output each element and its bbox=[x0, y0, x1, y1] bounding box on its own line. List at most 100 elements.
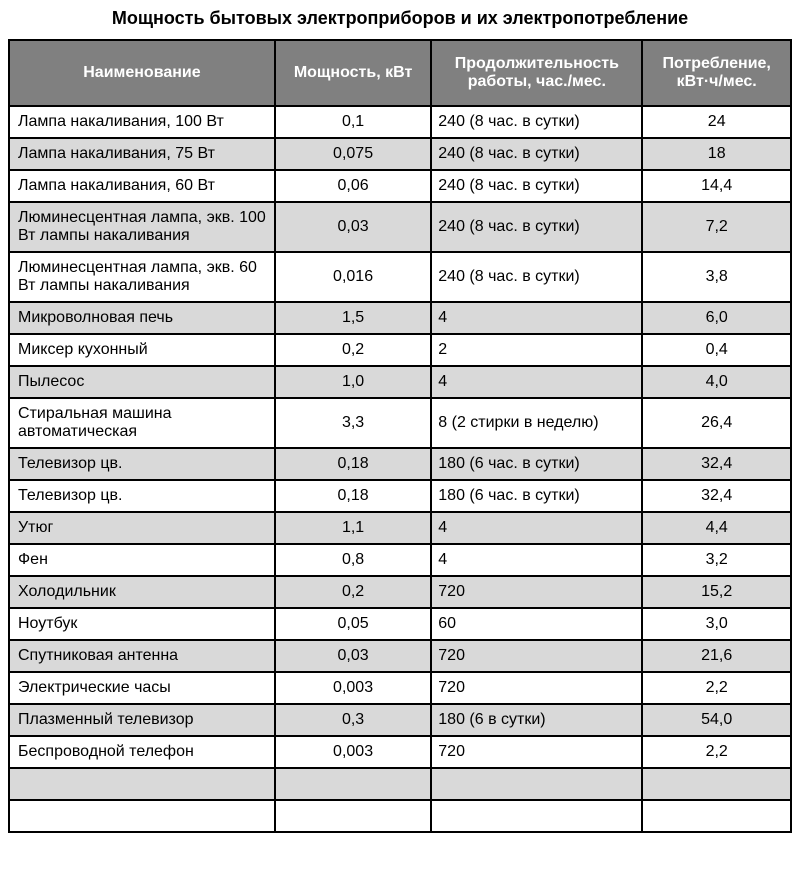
cell-empty bbox=[275, 768, 431, 800]
cell-consumption: 26,4 bbox=[642, 398, 791, 448]
table-row-empty bbox=[9, 768, 791, 800]
table-row: Плазменный телевизор0,3180 (6 в сутки)54… bbox=[9, 704, 791, 736]
cell-name: Холодильник bbox=[9, 576, 275, 608]
table-row: Пылесос1,044,0 bbox=[9, 366, 791, 398]
cell-name: Микроволновая печь bbox=[9, 302, 275, 334]
col-header-consumption: Потребление, кВт·ч/мес. bbox=[642, 40, 791, 106]
table-row: Стиральная машина автоматическая3,38 (2 … bbox=[9, 398, 791, 448]
cell-consumption: 4,4 bbox=[642, 512, 791, 544]
cell-duration: 720 bbox=[431, 640, 642, 672]
cell-empty bbox=[9, 800, 275, 832]
cell-duration: 4 bbox=[431, 512, 642, 544]
cell-power: 0,03 bbox=[275, 202, 431, 252]
cell-power: 1,5 bbox=[275, 302, 431, 334]
cell-name: Фен bbox=[9, 544, 275, 576]
cell-consumption: 15,2 bbox=[642, 576, 791, 608]
cell-power: 0,2 bbox=[275, 576, 431, 608]
cell-consumption: 2,2 bbox=[642, 672, 791, 704]
cell-duration: 180 (6 час. в сутки) bbox=[431, 448, 642, 480]
table-row: Миксер кухонный0,220,4 bbox=[9, 334, 791, 366]
cell-power: 0,016 bbox=[275, 252, 431, 302]
cell-power: 0,2 bbox=[275, 334, 431, 366]
table-row: Электрические часы0,0037202,2 bbox=[9, 672, 791, 704]
table-row: Телевизор цв.0,18180 (6 час. в сутки)32,… bbox=[9, 480, 791, 512]
cell-duration: 720 bbox=[431, 576, 642, 608]
cell-duration: 240 (8 час. в сутки) bbox=[431, 170, 642, 202]
cell-power: 0,3 bbox=[275, 704, 431, 736]
table-row: Лампа накаливания, 100 Вт0,1240 (8 час. … bbox=[9, 106, 791, 138]
cell-consumption: 2,2 bbox=[642, 736, 791, 768]
col-header-name: Наименование bbox=[9, 40, 275, 106]
cell-consumption: 24 bbox=[642, 106, 791, 138]
cell-duration: 8 (2 стирки в неделю) bbox=[431, 398, 642, 448]
cell-name: Плазменный телевизор bbox=[9, 704, 275, 736]
col-header-duration: Продолжительность работы, час./мес. bbox=[431, 40, 642, 106]
cell-power: 0,8 bbox=[275, 544, 431, 576]
cell-duration: 2 bbox=[431, 334, 642, 366]
cell-name: Лампа накаливания, 100 Вт bbox=[9, 106, 275, 138]
table-row: Холодильник0,272015,2 bbox=[9, 576, 791, 608]
cell-consumption: 3,0 bbox=[642, 608, 791, 640]
cell-consumption: 54,0 bbox=[642, 704, 791, 736]
table-row: Люминесцентная лампа, экв. 100 Вт лампы … bbox=[9, 202, 791, 252]
cell-duration: 240 (8 час. в сутки) bbox=[431, 202, 642, 252]
table-header-row: Наименование Мощность, кВт Продолжительн… bbox=[9, 40, 791, 106]
cell-empty bbox=[642, 800, 791, 832]
cell-power: 0,06 bbox=[275, 170, 431, 202]
cell-name: Утюг bbox=[9, 512, 275, 544]
cell-power: 0,18 bbox=[275, 480, 431, 512]
appliance-power-table: Наименование Мощность, кВт Продолжительн… bbox=[8, 39, 792, 833]
cell-name: Спутниковая антенна bbox=[9, 640, 275, 672]
page-title: Мощность бытовых электроприборов и их эл… bbox=[8, 8, 792, 29]
cell-power: 0,1 bbox=[275, 106, 431, 138]
cell-consumption: 0,4 bbox=[642, 334, 791, 366]
cell-power: 0,18 bbox=[275, 448, 431, 480]
cell-duration: 60 bbox=[431, 608, 642, 640]
table-row: Люминесцентная лампа, экв. 60 Вт лампы н… bbox=[9, 252, 791, 302]
cell-power: 3,3 bbox=[275, 398, 431, 448]
table-row: Ноутбук0,05603,0 bbox=[9, 608, 791, 640]
table-row: Фен0,843,2 bbox=[9, 544, 791, 576]
cell-name: Люминесцентная лампа, экв. 60 Вт лампы н… bbox=[9, 252, 275, 302]
table-row: Микроволновая печь1,546,0 bbox=[9, 302, 791, 334]
cell-empty bbox=[642, 768, 791, 800]
table-row: Телевизор цв.0,18180 (6 час. в сутки)32,… bbox=[9, 448, 791, 480]
cell-power: 0,075 bbox=[275, 138, 431, 170]
cell-power: 0,003 bbox=[275, 736, 431, 768]
cell-name: Люминесцентная лампа, экв. 100 Вт лампы … bbox=[9, 202, 275, 252]
cell-consumption: 21,6 bbox=[642, 640, 791, 672]
cell-duration: 180 (6 час. в сутки) bbox=[431, 480, 642, 512]
cell-consumption: 7,2 bbox=[642, 202, 791, 252]
table-row: Утюг1,144,4 bbox=[9, 512, 791, 544]
cell-duration: 4 bbox=[431, 366, 642, 398]
cell-consumption: 3,2 bbox=[642, 544, 791, 576]
cell-duration: 240 (8 час. в сутки) bbox=[431, 138, 642, 170]
table-row: Лампа накаливания, 75 Вт0,075240 (8 час.… bbox=[9, 138, 791, 170]
cell-consumption: 6,0 bbox=[642, 302, 791, 334]
cell-power: 1,0 bbox=[275, 366, 431, 398]
col-header-power: Мощность, кВт bbox=[275, 40, 431, 106]
cell-name: Электрические часы bbox=[9, 672, 275, 704]
cell-name: Ноутбук bbox=[9, 608, 275, 640]
cell-consumption: 3,8 bbox=[642, 252, 791, 302]
cell-duration: 240 (8 час. в сутки) bbox=[431, 106, 642, 138]
cell-empty bbox=[431, 800, 642, 832]
cell-duration: 4 bbox=[431, 302, 642, 334]
cell-name: Телевизор цв. bbox=[9, 448, 275, 480]
cell-empty bbox=[9, 768, 275, 800]
table-row-empty bbox=[9, 800, 791, 832]
cell-duration: 4 bbox=[431, 544, 642, 576]
cell-name: Лампа накаливания, 60 Вт bbox=[9, 170, 275, 202]
table-row: Лампа накаливания, 60 Вт0,06240 (8 час. … bbox=[9, 170, 791, 202]
cell-power: 0,03 bbox=[275, 640, 431, 672]
cell-power: 0,05 bbox=[275, 608, 431, 640]
cell-name: Миксер кухонный bbox=[9, 334, 275, 366]
cell-name: Лампа накаливания, 75 Вт bbox=[9, 138, 275, 170]
cell-name: Стиральная машина автоматическая bbox=[9, 398, 275, 448]
cell-name: Телевизор цв. bbox=[9, 480, 275, 512]
cell-consumption: 4,0 bbox=[642, 366, 791, 398]
cell-name: Пылесос bbox=[9, 366, 275, 398]
cell-empty bbox=[431, 768, 642, 800]
cell-power: 0,003 bbox=[275, 672, 431, 704]
cell-duration: 180 (6 в сутки) bbox=[431, 704, 642, 736]
